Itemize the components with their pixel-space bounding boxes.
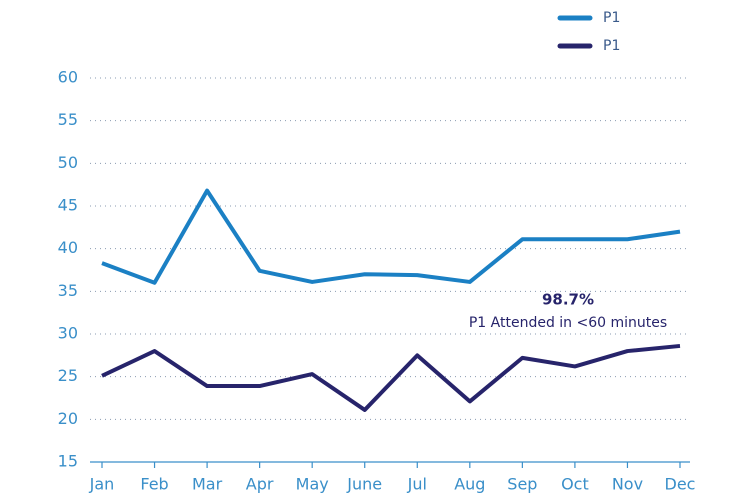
y-tick-label: 55	[58, 110, 78, 129]
x-tick-label: Oct	[561, 475, 589, 494]
y-tick-label: 60	[58, 68, 78, 87]
x-tick-label: Nov	[612, 475, 643, 494]
x-tick-label: Mar	[192, 475, 223, 494]
x-tick-label: Sep	[507, 475, 537, 494]
x-tick-label: Apr	[246, 475, 274, 494]
annotation-text: P1 Attended in <60 minutes	[469, 315, 667, 331]
x-tick-label: Jan	[89, 475, 115, 494]
x-tick-label: Jul	[407, 475, 427, 494]
y-tick-label: 30	[58, 324, 78, 343]
y-tick-label: 25	[58, 366, 78, 385]
series-line	[101, 188, 681, 285]
legend-label: P1	[603, 38, 620, 54]
x-tick-label: Feb	[140, 475, 168, 494]
y-tick-label: 35	[58, 281, 78, 300]
x-tick-label: June	[346, 475, 382, 494]
y-tick-label: 20	[58, 409, 78, 428]
y-tick-label: 40	[58, 238, 78, 257]
x-tick-label: Aug	[454, 475, 485, 494]
legend-label: P1	[603, 10, 620, 26]
annotation-value: 98.7%	[542, 291, 594, 309]
y-tick-label: 50	[58, 153, 78, 172]
series-line	[101, 343, 681, 412]
y-tick-label: 15	[58, 452, 78, 471]
x-tick-label: May	[296, 475, 329, 494]
y-tick-label: 45	[58, 196, 78, 215]
x-tick-label: Dec	[665, 475, 696, 494]
